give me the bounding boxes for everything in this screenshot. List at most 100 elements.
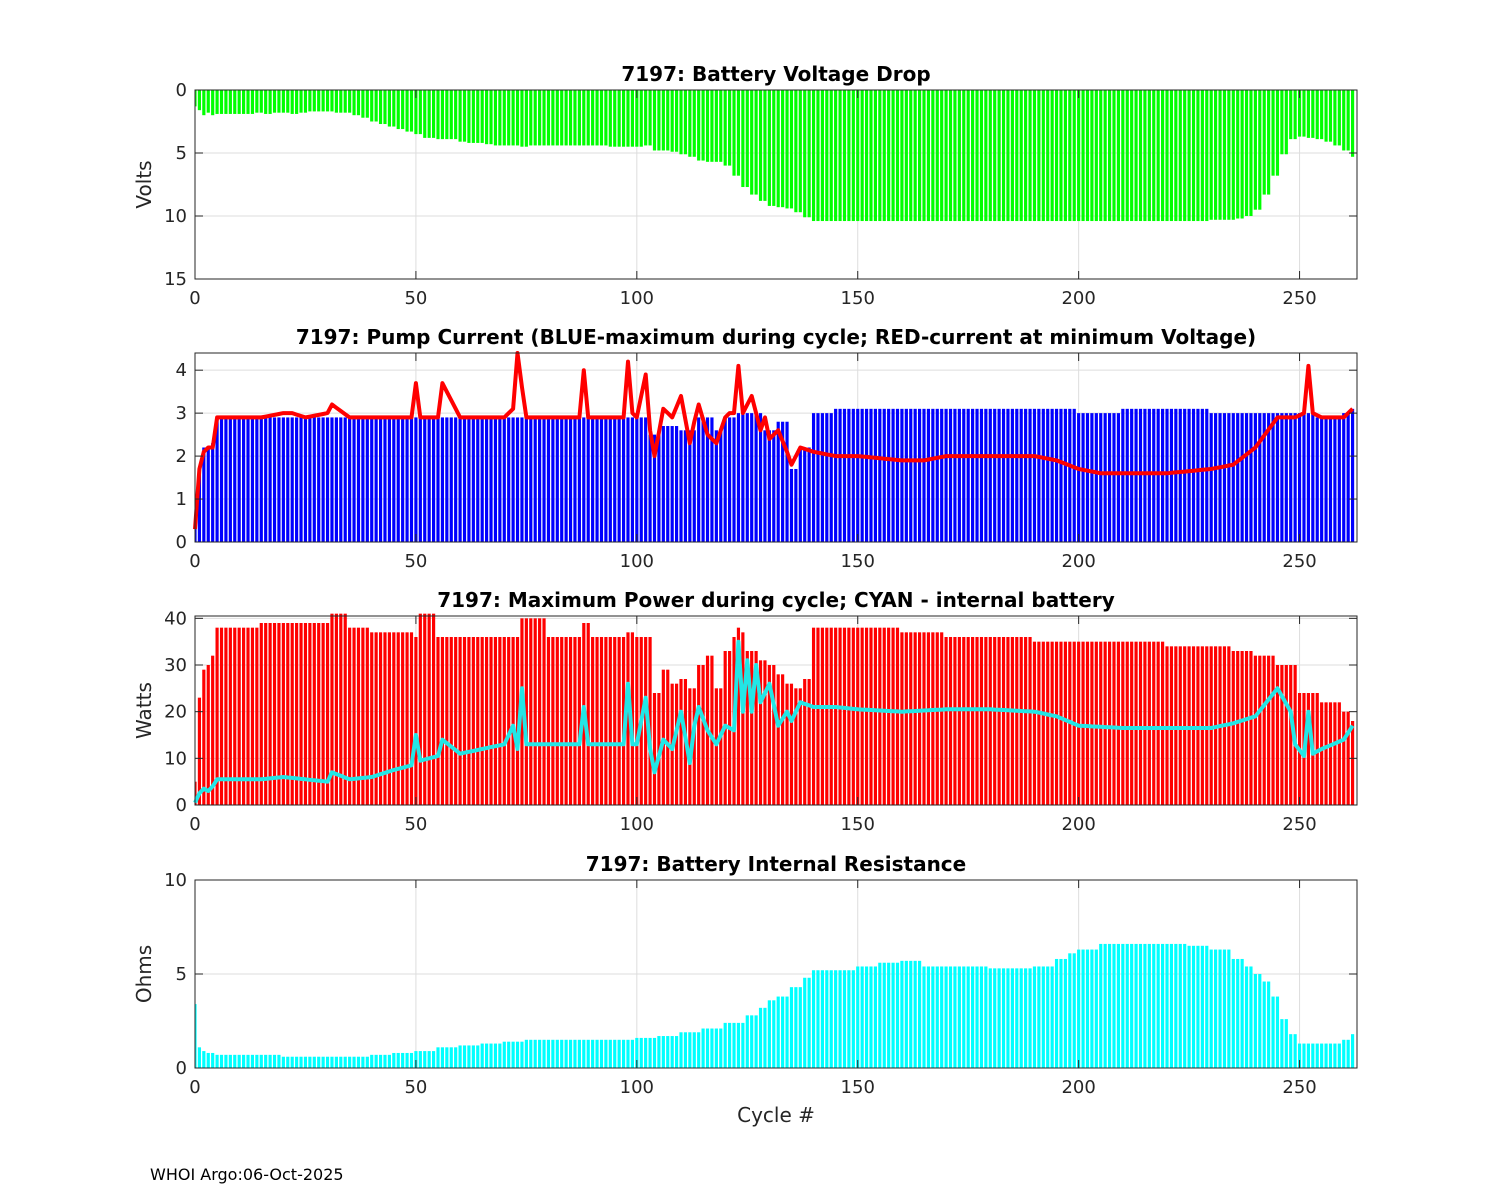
bar	[533, 90, 537, 146]
bar	[586, 623, 590, 805]
bar	[918, 960, 922, 1068]
bar	[847, 970, 851, 1068]
bar	[215, 1054, 219, 1068]
bar	[259, 90, 263, 113]
bar	[785, 996, 789, 1068]
bar	[683, 430, 688, 542]
bar	[997, 90, 1001, 222]
y-tick-label: 10	[164, 206, 187, 227]
bar	[1324, 702, 1328, 805]
bar	[811, 970, 816, 1068]
bar	[321, 623, 325, 805]
bar	[1134, 90, 1138, 222]
bar	[1174, 408, 1178, 542]
x-tick-label: 200	[1061, 814, 1095, 835]
bar	[652, 693, 657, 805]
bar	[409, 632, 414, 805]
bar	[325, 417, 330, 542]
bar	[1333, 417, 1337, 542]
bar	[1169, 90, 1174, 222]
bar	[352, 627, 356, 805]
bar	[781, 996, 785, 1068]
bar	[246, 627, 250, 805]
bar	[1130, 943, 1134, 1068]
bar	[1271, 655, 1275, 805]
bar	[851, 408, 855, 542]
bar	[1253, 90, 1257, 210]
bar	[392, 90, 396, 127]
bar	[975, 637, 979, 805]
bar	[195, 1004, 197, 1068]
bar	[674, 90, 679, 152]
bar	[887, 627, 891, 805]
line-series	[193, 351, 1354, 530]
bar	[281, 417, 285, 542]
bar	[242, 417, 246, 542]
bar	[944, 966, 948, 1068]
bar	[1156, 641, 1160, 805]
bar	[926, 632, 931, 805]
bar	[776, 90, 780, 208]
bar	[228, 90, 232, 114]
y-tick-label: 10	[164, 870, 187, 891]
bar	[789, 683, 794, 805]
bar	[568, 637, 573, 805]
bar	[564, 637, 568, 805]
bar	[211, 443, 215, 542]
bar	[480, 1043, 484, 1068]
bar	[1289, 665, 1293, 805]
bar	[264, 1054, 268, 1068]
bar	[1041, 966, 1045, 1068]
bar	[776, 421, 780, 542]
bar	[825, 970, 829, 1068]
bar	[255, 417, 259, 542]
bar	[851, 970, 855, 1068]
bar	[330, 1056, 334, 1068]
chart-title: 7197: Battery Voltage Drop	[621, 62, 930, 86]
bar	[1209, 949, 1213, 1068]
bar	[741, 90, 745, 188]
bar	[1337, 417, 1341, 542]
bar	[529, 1039, 533, 1068]
chart-panel-4: 0 50 100 150 200 250 0 5 10 7197: Battery Interna…	[132, 852, 1358, 1127]
bar	[228, 627, 232, 805]
bar	[895, 408, 900, 542]
bar	[436, 90, 440, 140]
bar	[299, 90, 303, 113]
bar	[1112, 641, 1116, 805]
bar	[679, 90, 683, 155]
bar	[1143, 943, 1147, 1068]
bar	[891, 627, 895, 805]
bar	[197, 1047, 202, 1068]
bar	[1068, 408, 1072, 542]
bar	[1010, 637, 1014, 805]
bar	[317, 1056, 321, 1068]
bar	[1001, 637, 1006, 805]
bar	[648, 434, 652, 542]
bar	[339, 90, 343, 113]
bar	[763, 1007, 767, 1068]
bar	[745, 90, 749, 188]
bar	[409, 1052, 414, 1068]
bar	[330, 613, 334, 805]
bar	[922, 408, 926, 542]
bar	[657, 1036, 661, 1068]
bar	[750, 651, 754, 805]
bar	[701, 90, 705, 161]
bar	[1085, 641, 1090, 805]
bar	[1028, 968, 1032, 1068]
bar	[264, 90, 268, 114]
bar	[767, 430, 771, 542]
bar	[361, 1056, 365, 1068]
bar	[224, 627, 228, 805]
chart-title: 7197: Pump Current (BLUE-maximum during …	[296, 325, 1256, 349]
bar	[1152, 90, 1156, 222]
bar	[971, 637, 975, 805]
bar	[215, 90, 219, 114]
bar	[560, 637, 564, 805]
bar	[370, 417, 374, 542]
bar	[626, 1039, 630, 1068]
bar	[864, 90, 869, 222]
bar	[617, 417, 621, 542]
bar	[555, 90, 559, 146]
